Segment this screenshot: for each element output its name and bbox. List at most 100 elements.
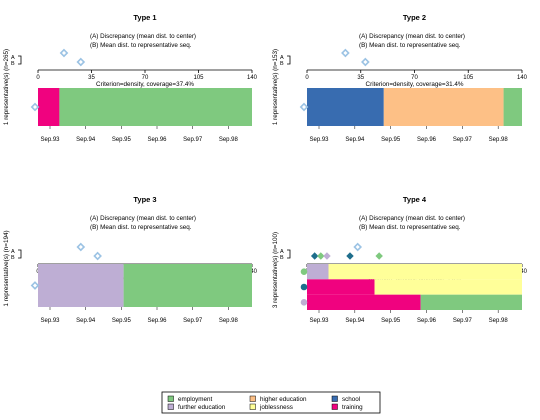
- time-tick-label: Sep.93: [309, 137, 329, 143]
- legend-label-employment: employment: [178, 396, 213, 403]
- time-tick-label: Sep.96: [417, 318, 437, 324]
- time-tick-label: Sep.98: [489, 137, 509, 143]
- sequence-marker: [300, 299, 308, 306]
- sequence-segment-training: [307, 294, 421, 310]
- sequence-segment-employment: [123, 264, 252, 307]
- discrepancy-marker: [76, 242, 86, 252]
- sequence-segment-employment: [503, 88, 522, 126]
- legend-label-training: training: [342, 404, 363, 411]
- sequence-segment-further_education: [307, 264, 329, 280]
- legend-a-text: (A) Discrepancy (mean dist. to center): [90, 33, 196, 40]
- distance-tick-label: 0: [305, 75, 309, 81]
- sequence-segment-training: [307, 279, 375, 295]
- legend-swatch-school: [331, 395, 338, 402]
- panel-title: Type 2: [403, 13, 426, 22]
- sequence-marker: [30, 102, 40, 112]
- label-a: A: [11, 55, 15, 61]
- mean-dist-marker: [93, 251, 102, 261]
- time-tick-label: Sep.95: [112, 137, 132, 143]
- sequence-segment-further_education: [38, 264, 124, 307]
- distance-tick-label: 35: [88, 75, 95, 81]
- mean-dist-marker: [361, 57, 370, 67]
- panel-2: Type 2 (A) Discrepancy (mean dist. to cen…: [272, 13, 528, 143]
- time-tick-label: Sep.97: [453, 137, 473, 143]
- panel-title: Type 4: [403, 195, 427, 204]
- time-tick-label: Sep.96: [147, 318, 167, 324]
- panel-3: Type 3 (A) Discrepancy (mean dist. to cen…: [3, 195, 258, 324]
- criterion-label: Criterion=density, coverage=37.4%: [96, 81, 194, 88]
- legend-label-further_education: further education: [178, 404, 226, 411]
- label-bracket: [287, 55, 291, 65]
- legend-a-text: (A) Discrepancy (mean dist. to center): [359, 33, 465, 40]
- sequence-segment-school: [307, 88, 384, 126]
- sequence-segment-joblessness: [374, 279, 522, 295]
- label-bracket: [18, 249, 22, 259]
- time-tick-label: Sep.96: [147, 137, 167, 143]
- label-a: A: [11, 249, 15, 255]
- time-tick-label: Sep.94: [76, 318, 96, 324]
- legend-b-text: (B) Mean dist. to representative seq.: [359, 42, 461, 49]
- distance-tick-label: 35: [357, 75, 364, 81]
- distance-tick-label: 140: [247, 269, 258, 275]
- time-tick-label: Sep.98: [489, 318, 509, 324]
- distance-tick-label: 140: [517, 269, 528, 275]
- legend-swatch-higher_education: [249, 395, 256, 402]
- legend-a-text: (A) Discrepancy (mean dist. to center): [90, 215, 196, 222]
- legend-swatch-joblessness: [249, 403, 256, 410]
- distance-tick-label: 0: [36, 75, 40, 81]
- time-tick-label: Sep.93: [40, 137, 60, 143]
- mean-dist-marker: [346, 252, 354, 260]
- sequence-segment-joblessness: [328, 264, 522, 280]
- legend-label-school: school: [342, 396, 360, 403]
- sequence-marker: [300, 283, 308, 291]
- y-axis-label: 1 representative(s) (n=265): [3, 49, 10, 125]
- discrepancy-marker: [353, 242, 363, 252]
- sequence-marker: [30, 281, 40, 290]
- sequence-segment-training: [38, 88, 60, 126]
- mean-dist-marker: [375, 252, 383, 260]
- legend-a-text: (A) Discrepancy (mean dist. to center): [359, 215, 465, 222]
- time-tick-label: Sep.94: [345, 137, 365, 143]
- panel-1: Type 1 (A) Discrepancy (mean dist. to cen…: [3, 13, 258, 143]
- time-tick-label: Sep.95: [381, 318, 401, 324]
- label-b: B: [11, 255, 15, 261]
- time-tick-label: Sep.93: [309, 318, 329, 324]
- label-a: A: [280, 249, 284, 255]
- legend-label-joblessness: joblessness: [259, 404, 293, 411]
- distance-tick-label: 70: [142, 75, 149, 81]
- y-axis-label: 1 representative(s) (n=153): [272, 49, 279, 125]
- distance-tick-label: 140: [247, 75, 258, 81]
- label-a: A: [280, 55, 284, 61]
- sequence-segment-employment: [420, 294, 522, 310]
- label-b: B: [280, 255, 284, 261]
- legend-b-text: (B) Mean dist. to representative seq.: [90, 224, 192, 231]
- sequence-marker: [299, 102, 309, 112]
- time-tick-label: Sep.95: [112, 318, 132, 324]
- label-bracket: [287, 249, 291, 259]
- time-tick-label: Sep.98: [219, 137, 239, 143]
- time-tick-label: Sep.97: [453, 318, 473, 324]
- time-tick-label: Sep.94: [76, 137, 96, 143]
- legend-b-text: (B) Mean dist. to representative seq.: [359, 224, 461, 231]
- legend-box: [161, 391, 381, 414]
- time-tick-label: Sep.93: [40, 318, 60, 324]
- discrepancy-marker: [341, 48, 350, 58]
- sequence-segment-employment: [59, 88, 253, 126]
- time-tick-label: Sep.96: [417, 137, 437, 143]
- label-bracket: [18, 55, 22, 65]
- time-tick-label: Sep.94: [345, 318, 365, 324]
- label-b: B: [280, 61, 284, 67]
- time-tick-label: Sep.97: [183, 318, 203, 324]
- sequence-marker: [300, 268, 308, 275]
- time-tick-label: Sep.98: [219, 318, 239, 324]
- panel-title: Type 3: [133, 195, 156, 204]
- distance-tick-label: 105: [193, 75, 204, 81]
- mean-dist-marker: [76, 57, 86, 67]
- criterion-label: Criterion=density, coverage=31.4%: [366, 81, 464, 88]
- label-b: B: [11, 61, 15, 67]
- legend-swatch-further_education: [167, 403, 174, 410]
- mean-dist-marker: [323, 252, 331, 260]
